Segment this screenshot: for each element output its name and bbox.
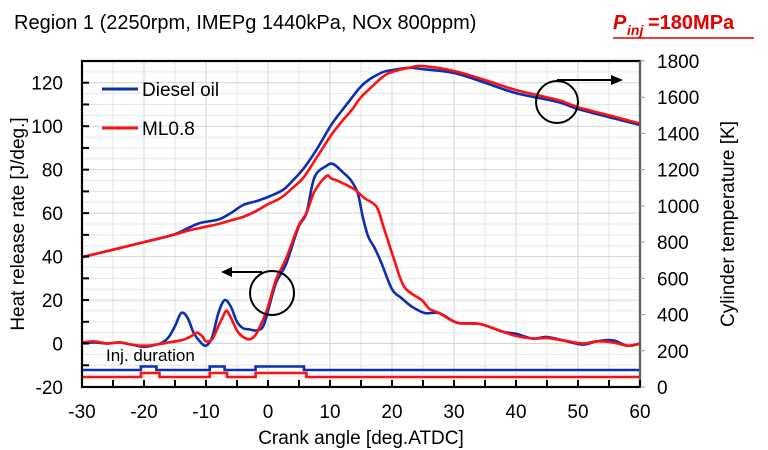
x-tick-label: 60: [629, 402, 650, 423]
legend-label-ml0-8: ML0.8: [142, 119, 195, 140]
x-tick-label: 20: [381, 402, 402, 423]
x-axis-label: Crank angle [deg.ATDC]: [258, 428, 464, 449]
right-y-tick-label: 200: [657, 342, 689, 363]
injection-duration-label: Inj. duration: [106, 346, 195, 365]
right-y-tick-label: 800: [657, 233, 689, 254]
x-tick-label: -20: [130, 402, 157, 423]
x-tick-label: 40: [505, 402, 526, 423]
right-y-tick-label: 1600: [657, 88, 699, 109]
left-arrow-icon: [221, 267, 232, 277]
legend: Diesel oil ML0.8: [102, 80, 219, 140]
legend-label-diesel-oil: Diesel oil: [142, 80, 219, 101]
x-tick-label: -10: [192, 402, 219, 423]
injection-pressure-label: P inj =180MPa: [613, 12, 754, 39]
x-tick-label: 50: [567, 402, 588, 423]
series-layer: [81, 64, 641, 379]
hrr-line-ml0-8: [81, 174, 641, 348]
left-y-tick-label: 120: [31, 74, 63, 95]
right-y-tick-label: 0: [657, 378, 668, 399]
x-tick-label: -30: [68, 402, 95, 423]
left-y-tick-label: 100: [31, 117, 63, 138]
temperature-line-ml0-8: [81, 64, 641, 259]
injection-signal-diesel-oil: [82, 365, 640, 372]
chart-title: Region 1 (2250rpm, IMEPg 1440kPa, NOx 80…: [14, 12, 476, 34]
x-tick-label: 0: [263, 402, 274, 423]
left-y-tick-label: 60: [42, 204, 63, 225]
right-y-tick-label: 1200: [657, 161, 699, 182]
tick-labels: -30 -20 -10 0 10 20 30 40 50 60-20020406080100120…: [31, 52, 699, 423]
injection-signal-ml0-8: [82, 371, 640, 379]
right-y-axis-label: Cylinder temperature [K]: [718, 121, 739, 327]
left-axis-indicator: [221, 267, 295, 316]
x-tick-label: 10: [319, 402, 340, 423]
x-tick-label: 30: [443, 402, 464, 423]
temperature-line-diesel-oil: [81, 66, 641, 259]
right-y-tick-label: 1000: [657, 197, 699, 218]
right-y-tick-label: 1800: [657, 52, 699, 73]
pinj-subscript: inj: [627, 22, 644, 38]
right-y-tick-label: 1400: [657, 124, 699, 145]
left-y-tick-label: 0: [52, 335, 63, 356]
pinj-symbol: P: [613, 12, 627, 34]
left-y-axis-label: Heat release rate [J/deg.]: [8, 117, 29, 330]
ticks: [81, 60, 645, 388]
left-y-tick-label: -20: [36, 378, 63, 399]
left-y-tick-label: 20: [42, 291, 63, 312]
hrr-curve-circle: [249, 270, 295, 316]
pinj-value: =180MPa: [648, 12, 735, 34]
left-y-tick-label: 40: [42, 248, 63, 269]
right-axis-indicator: [535, 75, 623, 124]
right-y-tick-label: 600: [657, 269, 689, 290]
left-y-tick-label: 80: [42, 161, 63, 182]
right-y-tick-label: 400: [657, 306, 689, 327]
right-arrow-icon: [611, 75, 623, 85]
